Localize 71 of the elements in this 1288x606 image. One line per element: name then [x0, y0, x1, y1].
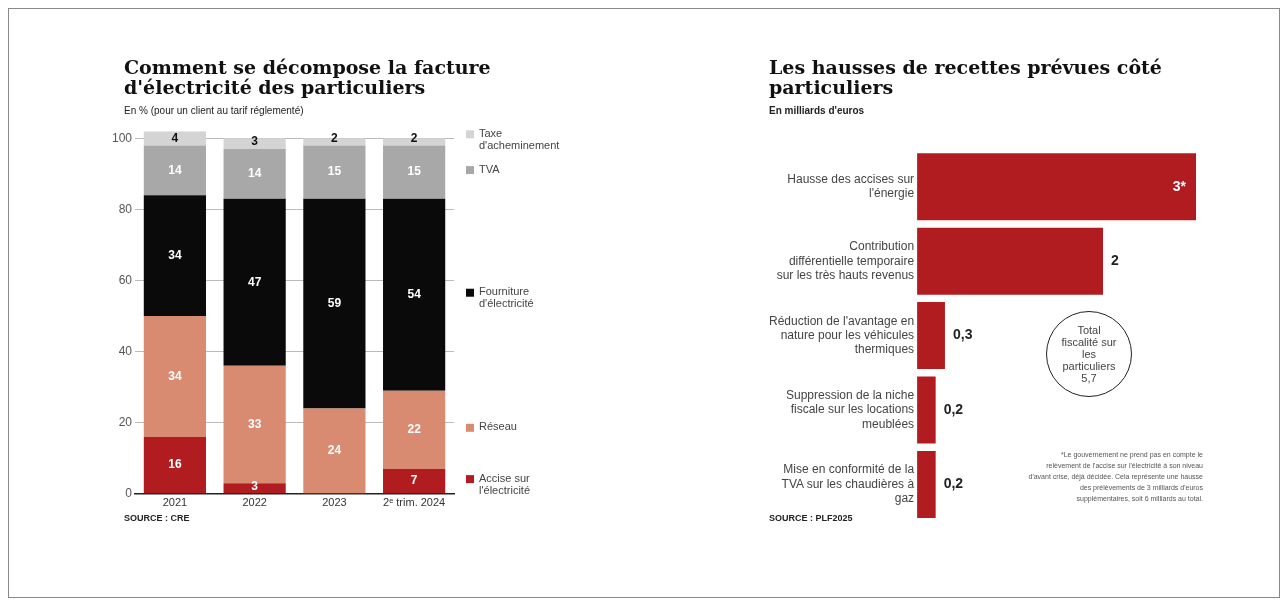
y-tick-label: 60 — [118, 272, 133, 287]
bar — [383, 198, 446, 391]
data-label: 24 — [327, 443, 342, 458]
bar — [223, 483, 286, 494]
data-label: 2 — [1111, 252, 1120, 269]
bar — [383, 145, 446, 199]
bar — [223, 198, 286, 366]
source-note: SOURCE : PLF2025 — [769, 513, 853, 523]
data-label: 7 — [410, 473, 418, 488]
chart-title: Comment se décompose la facture d'électricité des particuliers — [124, 56, 492, 98]
data-label: 4 — [171, 130, 179, 145]
data-label: 54 — [407, 287, 422, 302]
y-tick-label: Suppression de la niche fiscale sur les locations meublées — [785, 387, 915, 431]
y-tick-label: Mise en conformité de la TVA sur les chaudières à gaz — [781, 462, 915, 506]
text: En milliards d'euros — [769, 105, 865, 116]
chart-title: Les hausses de recettes prévues côté particuliers — [769, 56, 1163, 98]
bar — [917, 302, 945, 370]
data-label: 15 — [327, 164, 342, 179]
y-tick-label: 20 — [118, 415, 133, 430]
x-tick-label: 2021 — [162, 496, 188, 509]
data-label: 15 — [407, 164, 422, 179]
y-tick-label: 40 — [118, 343, 133, 358]
bar — [223, 148, 286, 199]
data-label: 3 — [251, 478, 259, 493]
bar — [303, 198, 366, 409]
y-tick-label: 100 — [111, 130, 133, 145]
data-label: 3* — [1172, 177, 1187, 194]
data-label: 0,3 — [952, 326, 973, 343]
y-tick-label: Contribution différentielle temporaire sur les très hauts revenus — [776, 239, 915, 282]
bar — [223, 138, 286, 149]
data-label: 22 — [407, 422, 422, 437]
data-label: 59 — [327, 295, 342, 310]
legend-label: Réseau — [479, 420, 517, 433]
source-note: SOURCE : CRE — [124, 513, 190, 523]
chart-subtitle: En % (pour un client au tarif réglementé) — [124, 105, 304, 116]
data-label: 47 — [247, 274, 262, 289]
legend-label: Taxe d'acheminement — [479, 126, 560, 151]
data-label: 14 — [168, 162, 182, 177]
bar — [917, 227, 1104, 295]
bar — [917, 153, 1196, 221]
bar — [303, 408, 366, 494]
data-label: 16 — [168, 457, 182, 472]
data-label: 14 — [247, 166, 262, 181]
y-tick-label: 80 — [118, 201, 133, 216]
data-label: 2 — [410, 130, 418, 145]
annotation: Total fiscalité sur les particuliers 5,7 — [1060, 324, 1118, 384]
bar — [383, 390, 446, 469]
legend-label: Fourniture d'électricité — [479, 285, 534, 310]
x-tick-label: 2ᵉ trim. 2024 — [383, 496, 446, 509]
bar — [143, 316, 206, 437]
bar — [143, 145, 206, 196]
y-tick-label: 0 — [125, 486, 133, 501]
y-tick-label: Hausse des accises sur l'énergie — [787, 171, 915, 201]
legend-label: TVA — [479, 162, 501, 175]
data-label: 3 — [251, 134, 259, 149]
bar — [143, 436, 206, 494]
data-label: 0,2 — [943, 475, 964, 492]
x-tick-label: 2023 — [322, 496, 347, 509]
bar — [383, 468, 446, 494]
bar — [917, 450, 936, 518]
data-label: 0,2 — [943, 400, 964, 417]
bar — [917, 376, 936, 444]
bar — [303, 145, 366, 199]
data-label: 34 — [168, 247, 182, 262]
bar — [143, 195, 206, 317]
data-label: 2 — [331, 130, 339, 145]
data-label: 34 — [168, 368, 182, 383]
legend-label: Accise sur l'électricité — [479, 471, 531, 496]
y-tick-label: Réduction de l'avantage en nature pour les véhicules thermiques — [768, 313, 915, 357]
data-label: 33 — [247, 416, 262, 431]
x-tick-label: 2022 — [242, 496, 267, 509]
